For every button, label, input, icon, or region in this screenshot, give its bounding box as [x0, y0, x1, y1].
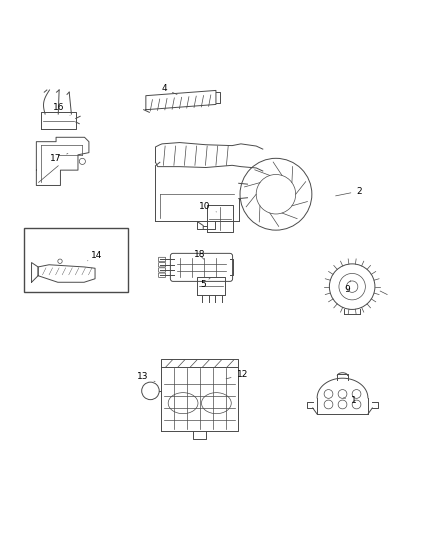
Text: 16: 16 — [53, 103, 70, 115]
Text: 1: 1 — [343, 395, 357, 405]
Text: 2: 2 — [336, 187, 362, 196]
Text: 18: 18 — [194, 250, 205, 259]
Text: 9: 9 — [344, 280, 350, 294]
Text: 13: 13 — [137, 373, 155, 382]
Text: 12: 12 — [226, 370, 248, 379]
Text: 17: 17 — [50, 154, 68, 163]
Text: 14: 14 — [88, 251, 102, 261]
Text: 5: 5 — [200, 278, 210, 289]
Bar — [24, 228, 128, 292]
Text: 10: 10 — [199, 203, 216, 212]
Text: 4: 4 — [162, 84, 177, 94]
